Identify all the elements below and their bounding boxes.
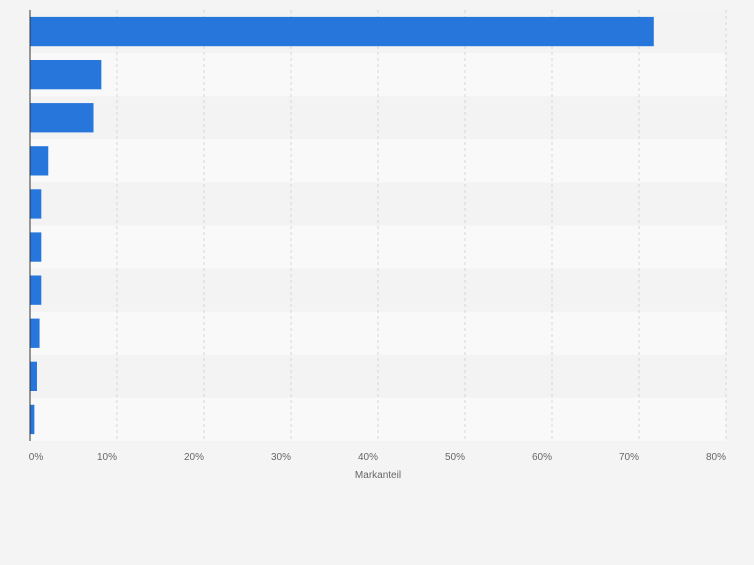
x-tick-label: 20%: [184, 452, 204, 463]
bar: [30, 404, 35, 435]
bar: [30, 361, 37, 392]
bars: [30, 16, 654, 435]
x-tick-label: 10%: [97, 452, 117, 463]
x-tick-label: 70%: [619, 452, 639, 463]
bar: [30, 189, 42, 219]
bar: [30, 318, 40, 348]
x-tick-label: 80%: [706, 452, 726, 463]
bar: [30, 59, 102, 90]
x-tick-label: 60%: [532, 452, 552, 463]
bar: [30, 275, 42, 305]
bar: [30, 16, 654, 47]
x-tick-label: 40%: [358, 452, 378, 463]
x-tick-label: 30%: [271, 452, 291, 463]
x-tick-label: 50%: [445, 452, 465, 463]
x-axis-ticks: 0% 10% 20% 30% 40% 50% 60% 70% 80%: [29, 452, 726, 463]
x-tick-label: 0%: [29, 452, 44, 463]
bar: [30, 232, 42, 262]
x-axis-label: Markanteil: [355, 470, 401, 481]
bar: [30, 146, 49, 176]
bar: [30, 103, 94, 133]
